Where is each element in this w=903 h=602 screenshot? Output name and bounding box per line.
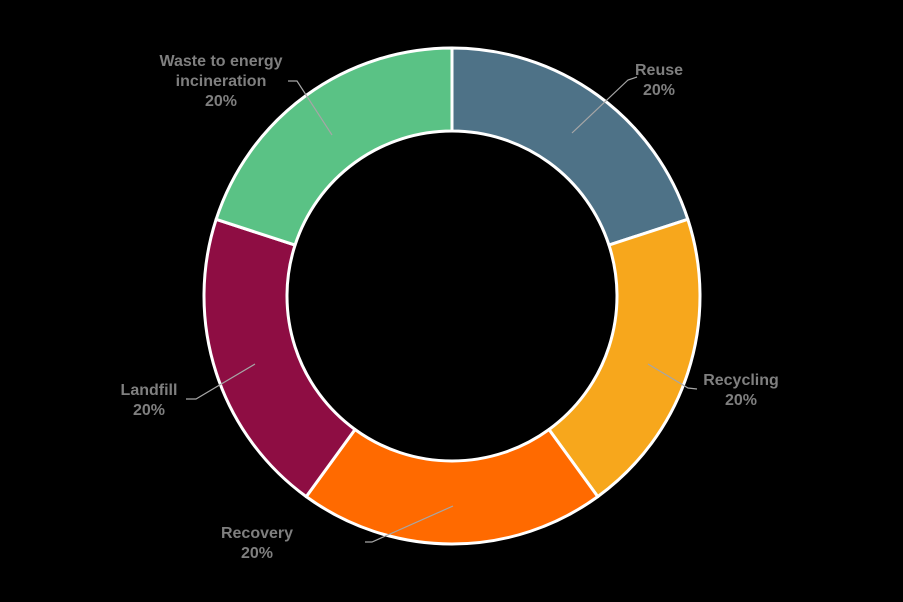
leader-line-waste-to-energy-incineration (288, 80, 333, 136)
donut-slice-landfill (202, 217, 357, 499)
donut-slice-waste-to-energy-incineration (214, 46, 454, 247)
leader-line-recycling (647, 363, 698, 390)
donut-slice-recycling (547, 217, 702, 499)
leader-line-landfill (186, 363, 256, 400)
leader-line-recovery (365, 505, 454, 543)
leader-line-reuse (571, 76, 638, 134)
donut-slice-recovery (304, 427, 600, 546)
donut-slice-reuse (450, 46, 690, 247)
